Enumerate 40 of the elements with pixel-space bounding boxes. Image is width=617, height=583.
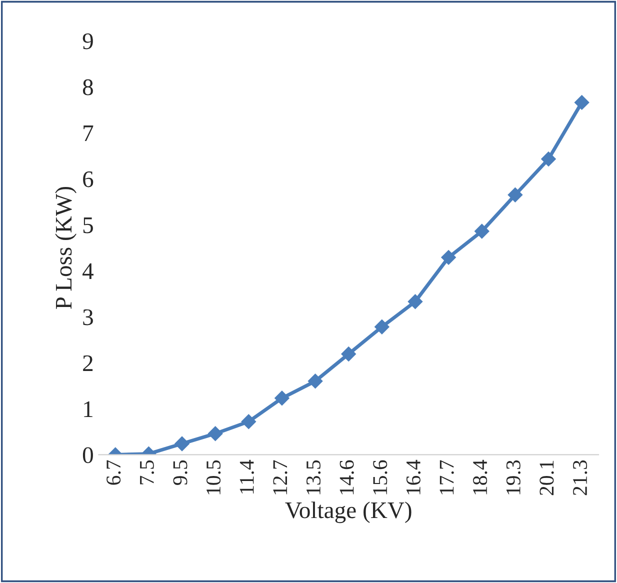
- x-tick-label: 20.1: [540, 460, 554, 496]
- x-tick-label: 7.5: [140, 460, 154, 484]
- y-tick-label: 9: [82, 33, 93, 50]
- x-tick-label: 9.5: [173, 460, 188, 485]
- point: [174, 436, 190, 452]
- y-tick-label: 5: [83, 218, 93, 234]
- point: [574, 95, 590, 110]
- y-tick-label: 1: [84, 401, 92, 417]
- y-tick-label: 7: [84, 126, 94, 141]
- x-tick-label: 14.6: [340, 460, 354, 494]
- x-tick-label: 21.3: [573, 460, 588, 496]
- y-axis-title: P Loss (KW): [55, 186, 76, 309]
- x-tick-label: 19.3: [506, 460, 520, 494]
- x-tick-label: 10.5: [206, 460, 221, 494]
- point: [341, 346, 356, 362]
- y-tick-label: 4: [82, 263, 94, 279]
- point: [374, 319, 390, 334]
- point: [241, 414, 256, 430]
- x-tick-label: 18.4: [473, 460, 488, 494]
- x-axis-title: Voltage (KV): [285, 502, 412, 524]
- y-tick-label: 0: [82, 447, 93, 464]
- point: [474, 224, 490, 239]
- point: [541, 152, 556, 166]
- y-tick-label: 3: [83, 309, 93, 326]
- y-tick-label: 6: [83, 171, 94, 188]
- x-tick-label: 13.5: [306, 460, 321, 494]
- y-tick-label: 2: [83, 355, 93, 371]
- point: [441, 250, 456, 265]
- x-tick-label: 15.6: [373, 460, 388, 494]
- x-tick-label: 17.7: [440, 460, 454, 494]
- x-tick-label: 12.7: [273, 460, 288, 494]
- x-tick-label: 16.4: [406, 460, 421, 494]
- x-tick-label: 6.7: [106, 460, 121, 485]
- x-tick-label: 11.4: [240, 460, 254, 494]
- point: [274, 390, 290, 406]
- point: [208, 426, 223, 441]
- y-tick-label: 8: [82, 79, 93, 96]
- point: [308, 374, 323, 389]
- point: [508, 187, 523, 202]
- point: [408, 294, 423, 309]
